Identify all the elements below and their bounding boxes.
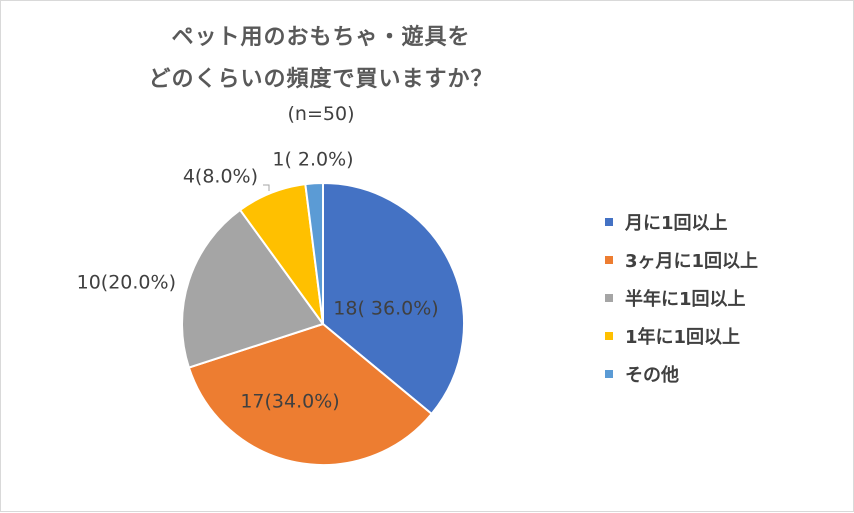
pie-slice-1	[322, 181, 465, 416]
pie-slice-5	[304, 181, 324, 325]
legend-item-3: 半年に1回以上	[605, 279, 758, 317]
pie-slice-2	[187, 322, 434, 466]
leader-line	[263, 184, 270, 191]
legend-swatch	[605, 370, 613, 378]
legend-label: その他	[625, 365, 679, 386]
legend-swatch	[605, 256, 613, 264]
legend-item-5: その他	[605, 355, 758, 393]
legend-item-1: 月に1回以上	[605, 203, 758, 241]
chart-legend: 月に1回以上 3ヶ月に1回以上 半年に1回以上 1年に1回以上 その他	[605, 203, 758, 393]
data-label-2: 17(34.0%)	[240, 391, 339, 413]
legend-swatch	[605, 218, 613, 226]
data-label-4: 4(8.0%)	[183, 166, 258, 188]
data-label-1: 18( 36.0%)	[333, 298, 438, 320]
pie-slice-3	[181, 208, 325, 369]
legend-item-2: 3ヶ月に1回以上	[605, 241, 758, 279]
legend-swatch	[605, 294, 613, 302]
legend-label: 半年に1回以上	[625, 289, 746, 310]
legend-item-4: 1年に1回以上	[605, 317, 758, 355]
data-label-5: 1( 2.0%)	[272, 149, 353, 171]
chart-title-line-2: どのくらいの頻度で買いますか？	[148, 67, 494, 92]
chart-title-line-1: ペット用のおもちゃ・遊具を	[171, 25, 471, 50]
legend-swatch	[605, 332, 613, 340]
legend-label: 3ヶ月に1回以上	[625, 251, 759, 272]
chart-subtitle: (n=50)	[287, 103, 355, 125]
legend-label: 月に1回以上	[625, 213, 728, 234]
legend-label: 1年に1回以上	[625, 327, 741, 348]
data-label-3: 10(20.0%)	[77, 272, 176, 294]
